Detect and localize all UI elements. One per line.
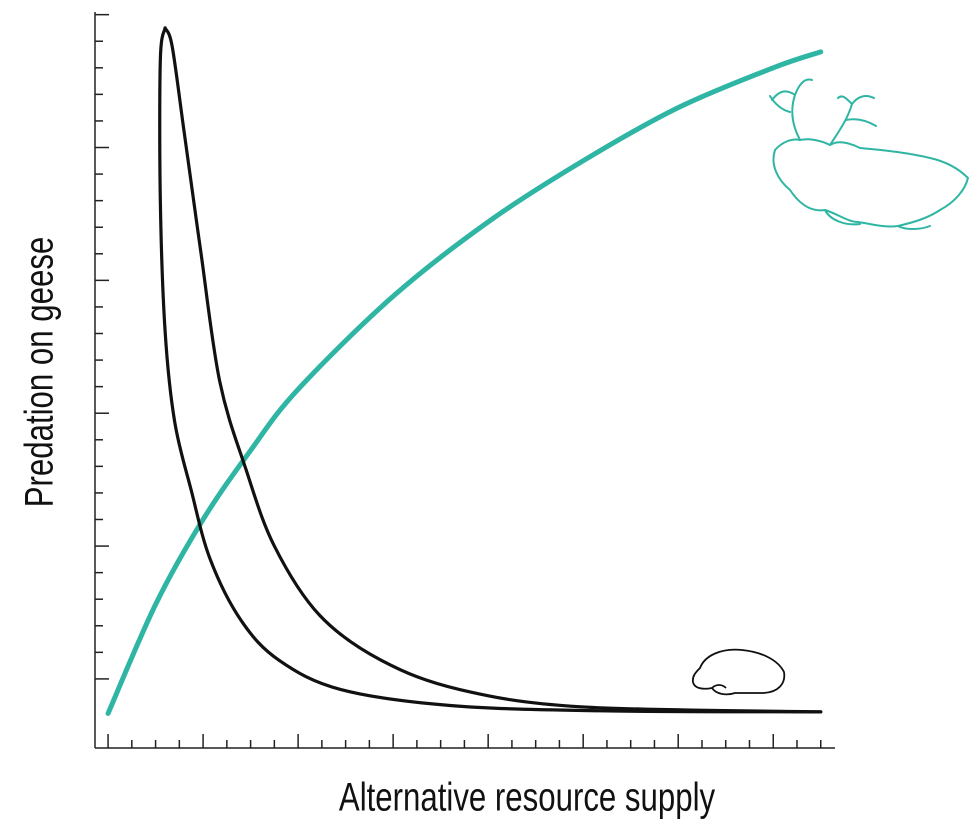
line-series [163, 26, 823, 714]
lemming-icon [691, 648, 786, 696]
reindeer-icon [769, 78, 969, 230]
y-axis-label: Predation on geese [17, 237, 62, 508]
x-axis-label: Alternative resource supply [339, 775, 715, 820]
axes [94, 12, 835, 749]
line-series [105, 49, 824, 716]
line-series [158, 26, 823, 714]
